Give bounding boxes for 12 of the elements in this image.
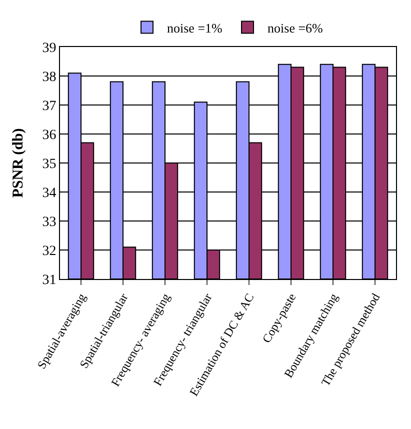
y-tick-label: 36 (42, 128, 56, 143)
y-tick-label: 37 (42, 98, 56, 114)
y-tick-label: 34 (42, 186, 56, 201)
legend-label: noise =6% (268, 20, 324, 36)
y-tick-label: 32 (42, 244, 56, 259)
y-axis-title: PSNR (db) (10, 128, 26, 198)
y-tick-label: 35 (42, 156, 56, 172)
y-tick-label: 39 (42, 40, 56, 56)
y-tick-label: 33 (42, 214, 56, 230)
legend-label: noise =1% (167, 20, 223, 36)
y-tick-label: 38 (42, 70, 56, 85)
y-tick-label: 31 (42, 272, 56, 288)
